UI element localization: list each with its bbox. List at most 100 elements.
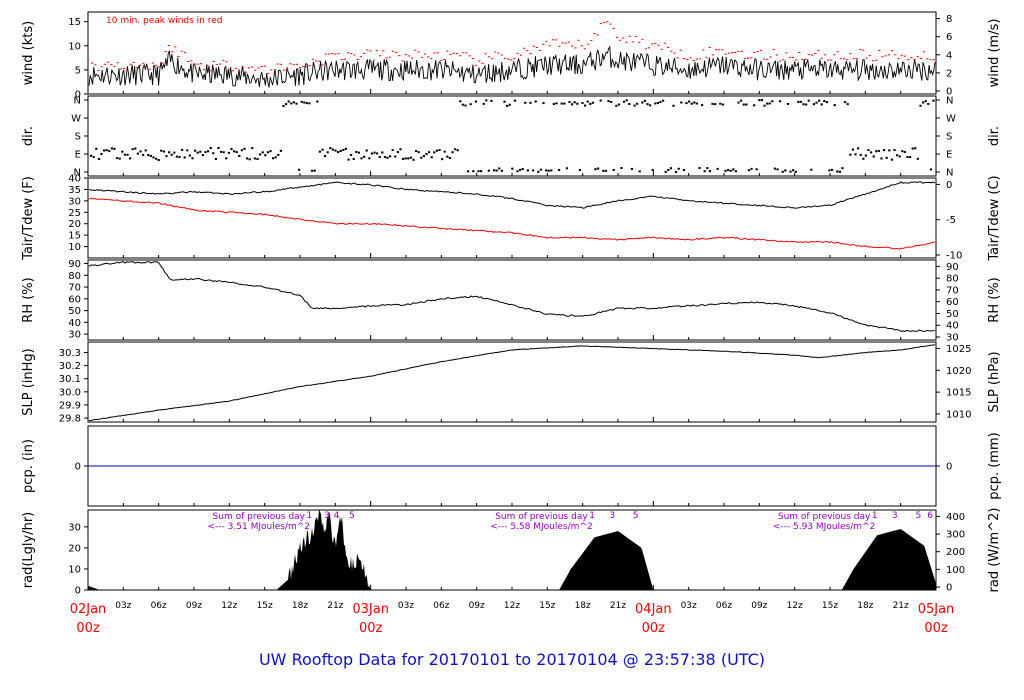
slp-ltick-label: 29.8 [59,414,81,425]
wind-dir-point [753,104,756,107]
wind-dir-point [339,149,342,152]
wind-dir-point [498,167,501,170]
wind-dir-point [147,154,150,157]
wind-dir-point [318,150,321,153]
wind-dir-point [812,103,815,106]
date-label: 04Jan [635,602,672,617]
wind-dir-point [412,158,415,161]
wind-dir-point [911,147,914,150]
wind-dir-point [909,155,912,158]
wind-dir-point [272,157,275,160]
wind-dir-point [459,100,462,103]
wind-dir-point [342,148,345,151]
temp-ylabel-right: Tair/Tdew (C) [987,175,1002,261]
wind-dir-point [274,156,277,159]
wind-dir-point [914,147,917,150]
wind-dir-point [802,103,805,106]
wind-series-line [88,45,936,88]
wind-dir-point [851,148,854,151]
wind-dir-point [282,104,285,107]
wind-dir-point [181,148,184,151]
wind-dir-point [209,147,212,150]
wind-dir-point [716,167,719,170]
wind-dir-point [906,155,909,158]
wind-dir-point [638,170,641,173]
wind-dir-point [448,156,451,159]
wind-dir-point [311,169,314,172]
wind-panel: wind (kts) wind (m/s) 0 5 10 15 0 2 4 6 8 10 min. p… [21,11,1002,101]
wind-dir-point [516,170,519,173]
wind-dir-point [269,150,272,153]
wind-dir-point [797,100,800,103]
rad-ltick-label: 30 [68,522,81,533]
wind-dir-point [927,102,930,105]
wind-dir-point [110,147,113,150]
rad-hour-mark: 1 [307,511,313,521]
wind-ltick-label: 15 [68,17,81,28]
date-label: 02Jan [70,602,107,617]
wind-dir-point [503,100,506,103]
temp-ltick-label: 25 [68,208,81,219]
wind-ltick-label: 0 [75,90,81,101]
wind-dir-point [693,101,696,104]
rh-ltick-label: 40 [68,318,81,329]
hour-tick-label: 03z [398,601,414,611]
wind-dir-point [386,156,389,159]
wind-dir-point [654,102,657,105]
wind-dir-point [745,103,748,106]
wind-dir-point [737,101,740,104]
wind-dir-point [363,155,366,158]
rh-rtick-label: 40 [946,321,959,332]
wind-dir-point [888,149,891,152]
wind-dir-point [396,151,399,154]
wind-dir-point [407,157,410,160]
wind-dir-point [240,149,243,152]
rh-rtick-label: 50 [946,309,959,320]
rh-rtick-label: 90 [946,262,959,273]
pcp-panel: pcp. (in) pcp. (mm) 0 0 [21,425,1002,507]
wind-dir-point [433,151,436,154]
rad-sum-label: Sum of previous day [213,512,306,522]
wind-dir-point [766,102,769,105]
rad-sum-value: <--- 3.51 MJoules/m^2 [208,522,310,532]
dir-frame [87,95,937,177]
wind-dir-point [118,157,121,160]
wind-dir-point [495,169,498,172]
wind-dir-point [701,104,704,107]
wind-dir-point [750,167,753,170]
wind-dir-point [316,100,319,103]
date-time-label: 00z [642,621,666,636]
slp-rtick-label: 1020 [946,366,971,377]
hour-tick-label: 12z [787,601,803,611]
wind-dir-point [152,156,155,159]
rad-rtick-label: 300 [946,530,965,541]
wind-dir-point [191,157,194,160]
wind-dir-point [347,158,350,161]
wind-dir-point [175,155,178,158]
wind-dir-point [173,151,176,154]
wind-dir-point [113,147,116,150]
wind-dir-point [344,147,347,150]
wind-dir-point [480,170,483,173]
wind-dir-point [903,150,906,153]
wind-dir-point [924,100,927,103]
wind-dir-point [893,149,896,152]
wind-dir-point [714,103,717,106]
wind-dir-point [841,167,844,170]
wind-dir-point [261,151,264,154]
rad-hour-mark: 3 [609,511,615,521]
wind-dir-point [628,103,631,106]
wind-dir-point [165,155,168,158]
wind-dir-point [290,102,293,105]
wind-dir-point [633,104,636,107]
wind-dir-point [222,151,225,154]
wind-dir-point [719,102,722,105]
wind-dir-point [584,104,587,107]
wind-dir-point [620,167,623,170]
wind-dir-point [243,147,246,150]
wind-dir-point [321,148,324,151]
slp-panel: SLP (inHg) SLP (hPa) 29.8 29.9 30.0 30.1 30.2 3… [21,341,1002,425]
wind-dir-point [246,157,249,160]
